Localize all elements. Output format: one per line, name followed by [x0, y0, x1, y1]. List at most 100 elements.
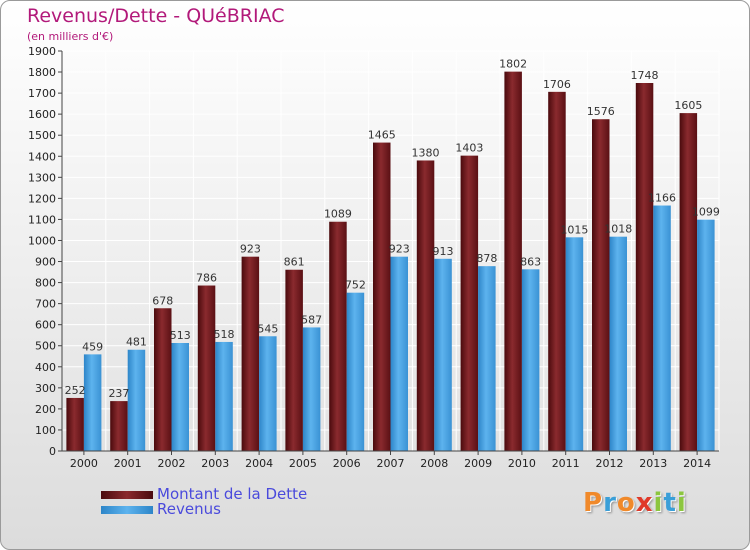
y-tick-label: 1600: [28, 108, 56, 121]
chart-title: Revenus/Dette - QUéBRIAC: [27, 5, 285, 27]
bar-revenue: [390, 256, 408, 451]
bar-debt: [285, 269, 303, 451]
logo-letter: t: [663, 488, 677, 518]
bar-revenue: [609, 236, 627, 451]
legend-label-revenue: Revenus: [157, 500, 221, 518]
bar-revenue: [259, 336, 277, 451]
data-label-revenue: 518: [214, 328, 235, 341]
x-tick-label: 2002: [158, 457, 186, 470]
data-label-debt: 1089: [324, 208, 352, 221]
bar-debt: [679, 113, 698, 452]
legend-swatch-revenue: [101, 506, 153, 514]
y-tick-label: 500: [35, 340, 56, 353]
data-label-revenue: 1015: [560, 223, 588, 236]
bar-revenue: [127, 349, 146, 451]
x-tick-label: 2009: [464, 457, 492, 470]
logo-letter: i: [653, 488, 664, 518]
data-label-debt: 861: [284, 256, 305, 269]
y-tick-label: 1000: [28, 234, 56, 247]
data-label-debt: 1605: [674, 99, 702, 112]
x-tick-label: 2012: [596, 457, 624, 470]
data-label-debt: 1576: [587, 105, 615, 118]
x-tick-label: 2006: [333, 457, 361, 470]
bar-debt: [154, 308, 172, 451]
x-tick-label: 2013: [639, 457, 667, 470]
y-tick-label: 0: [49, 445, 56, 458]
y-tick-label: 1400: [28, 150, 56, 163]
y-tick-label: 1900: [28, 45, 56, 58]
data-label-revenue: 459: [82, 340, 103, 353]
y-tick-label: 1700: [28, 87, 56, 100]
bar-debt: [504, 71, 522, 451]
y-tick-label: 1800: [28, 66, 56, 79]
bar-debt: [197, 285, 216, 451]
y-tick-label: 200: [35, 403, 56, 416]
data-label-debt: 252: [65, 384, 86, 397]
data-label-revenue: 1166: [648, 192, 676, 205]
bar-debt: [241, 256, 260, 451]
y-tick-label: 1300: [28, 171, 56, 184]
x-tick-label: 2003: [201, 457, 229, 470]
data-label-revenue: 481: [126, 336, 147, 349]
bar-debt: [373, 142, 391, 451]
bar-revenue: [302, 327, 321, 451]
bar-revenue: [83, 354, 102, 451]
bar-revenue: [653, 205, 671, 451]
x-tick-label: 2000: [70, 457, 98, 470]
y-tick-label: 1100: [28, 213, 56, 226]
bar-debt: [460, 155, 479, 451]
y-tick-label: 800: [35, 277, 56, 290]
x-tick-label: 2005: [289, 457, 317, 470]
logo-letter: o: [616, 488, 636, 518]
data-label-debt: 1465: [368, 129, 396, 142]
data-label-revenue: 1099: [692, 206, 720, 219]
y-tick-label: 900: [35, 256, 56, 269]
bar-revenue: [697, 219, 715, 451]
data-label-debt: 923: [240, 243, 261, 256]
x-tick-label: 2011: [552, 457, 580, 470]
bar-revenue: [521, 269, 540, 451]
x-tick-label: 2004: [245, 457, 273, 470]
data-label-revenue: 878: [476, 252, 497, 265]
x-tick-label: 2008: [420, 457, 448, 470]
y-tick-label: 700: [35, 298, 56, 311]
data-label-revenue: 1018: [604, 223, 632, 236]
legend-label-debt: Montant de la Dette: [157, 485, 308, 503]
bar-revenue: [478, 266, 496, 451]
bar-debt: [329, 221, 347, 451]
data-label-debt: 1748: [631, 69, 659, 82]
bar-revenue: [434, 258, 452, 451]
bar-revenue: [215, 341, 233, 451]
data-label-revenue: 587: [301, 313, 322, 326]
logo-letter: x: [635, 488, 654, 518]
data-label-debt: 1706: [543, 78, 571, 91]
data-label-debt: 1403: [455, 142, 483, 155]
logo-letter: P: [583, 488, 604, 518]
bar-debt: [592, 119, 610, 452]
y-tick-label: 300: [35, 382, 56, 395]
x-tick-label: 2014: [683, 457, 711, 470]
bar-debt: [110, 401, 128, 451]
y-tick-label: 1500: [28, 129, 56, 142]
x-tick-label: 2010: [508, 457, 536, 470]
bar-debt: [548, 91, 566, 451]
data-label-revenue: 752: [345, 279, 366, 292]
x-tick-label: 2007: [377, 457, 405, 470]
proxiti-logo: Proxiti: [583, 488, 687, 518]
logo-letter: r: [603, 488, 617, 518]
bar-revenue: [346, 292, 365, 451]
logo-letter: i: [676, 488, 687, 518]
data-label-revenue: 913: [433, 245, 454, 258]
bar-debt: [416, 160, 435, 451]
data-label-revenue: 513: [170, 329, 191, 342]
bar-debt: [635, 83, 654, 451]
data-label-revenue: 545: [257, 322, 278, 335]
y-tick-label: 100: [35, 424, 56, 437]
bar-revenue: [565, 237, 584, 451]
data-label-debt: 1802: [499, 58, 527, 71]
data-label-debt: 786: [196, 272, 217, 285]
data-label-revenue: 863: [520, 255, 541, 268]
bar-debt: [66, 397, 84, 451]
